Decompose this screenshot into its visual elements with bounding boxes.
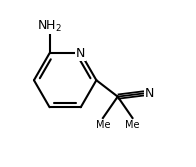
Text: N: N [76, 47, 85, 60]
Text: NH$_2$: NH$_2$ [37, 19, 62, 34]
Text: N: N [145, 87, 154, 100]
Text: Me: Me [96, 120, 110, 130]
Text: Me: Me [125, 120, 140, 130]
